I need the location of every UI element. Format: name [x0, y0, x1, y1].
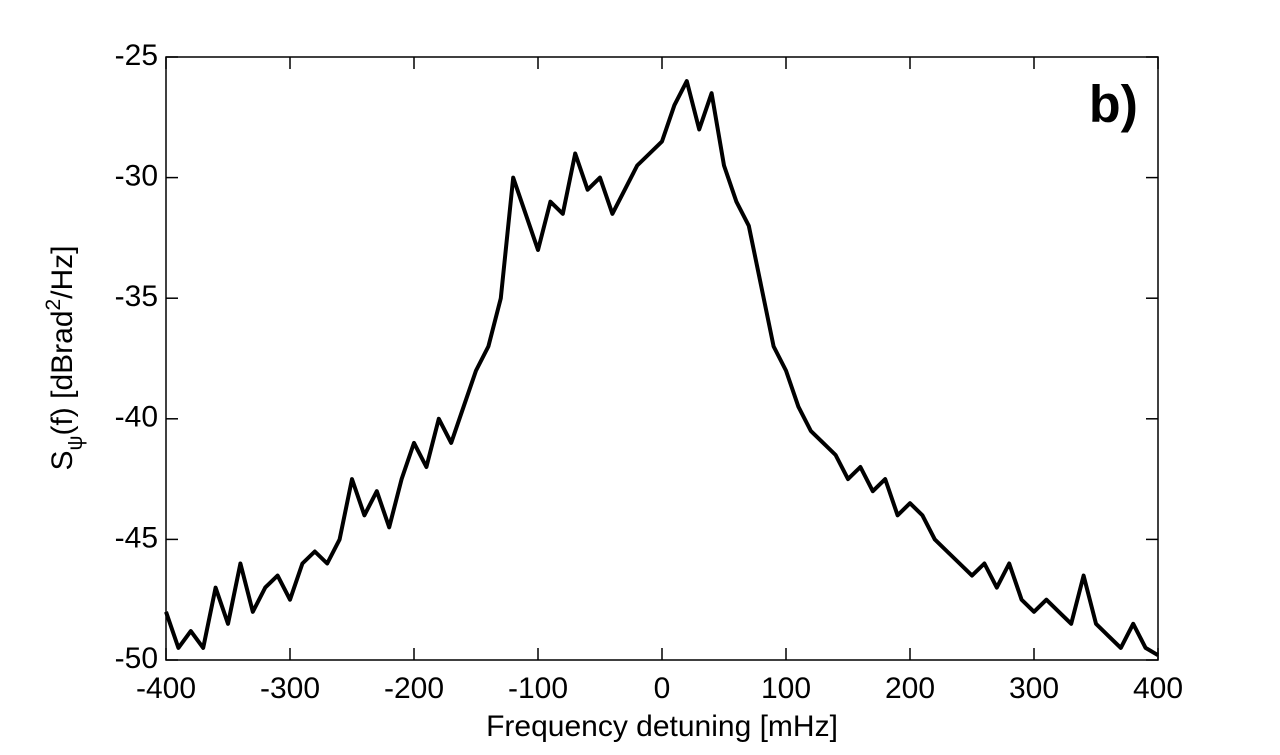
- data-line: [164, 79, 1160, 657]
- x-tick-label: 300: [1009, 672, 1059, 705]
- y-axis-label-part: 2: [42, 299, 65, 311]
- x-tick-label: 200: [885, 672, 935, 705]
- y-axis-label-part: ψ: [64, 436, 87, 451]
- x-tick-label: -400: [136, 672, 196, 705]
- x-tick-label: 100: [761, 672, 811, 705]
- x-tick-label: -200: [384, 672, 444, 705]
- y-tick-label: -45: [115, 521, 158, 554]
- x-tick-label: 0: [654, 672, 671, 705]
- y-tick-label: -30: [115, 160, 158, 193]
- y-tick-label: -50: [115, 642, 158, 675]
- y-tick-label: -35: [115, 280, 158, 313]
- y-axis-label-part: S: [46, 451, 79, 471]
- panel-label: b): [1089, 76, 1138, 134]
- x-axis-label: Frequency detuning [mHz]: [486, 710, 838, 743]
- y-axis-label-part: (f) [dBrad: [46, 310, 79, 435]
- y-tick-label: -40: [115, 401, 158, 434]
- x-tick-label: -100: [508, 672, 568, 705]
- x-tick-label: -300: [260, 672, 320, 705]
- y-axis-label-part: /Hz]: [46, 245, 79, 298]
- x-tick-label: 400: [1133, 672, 1183, 705]
- y-tick-label: -25: [115, 39, 158, 72]
- y-axis-label: Sψ(f) [dBrad2/Hz]: [42, 245, 87, 470]
